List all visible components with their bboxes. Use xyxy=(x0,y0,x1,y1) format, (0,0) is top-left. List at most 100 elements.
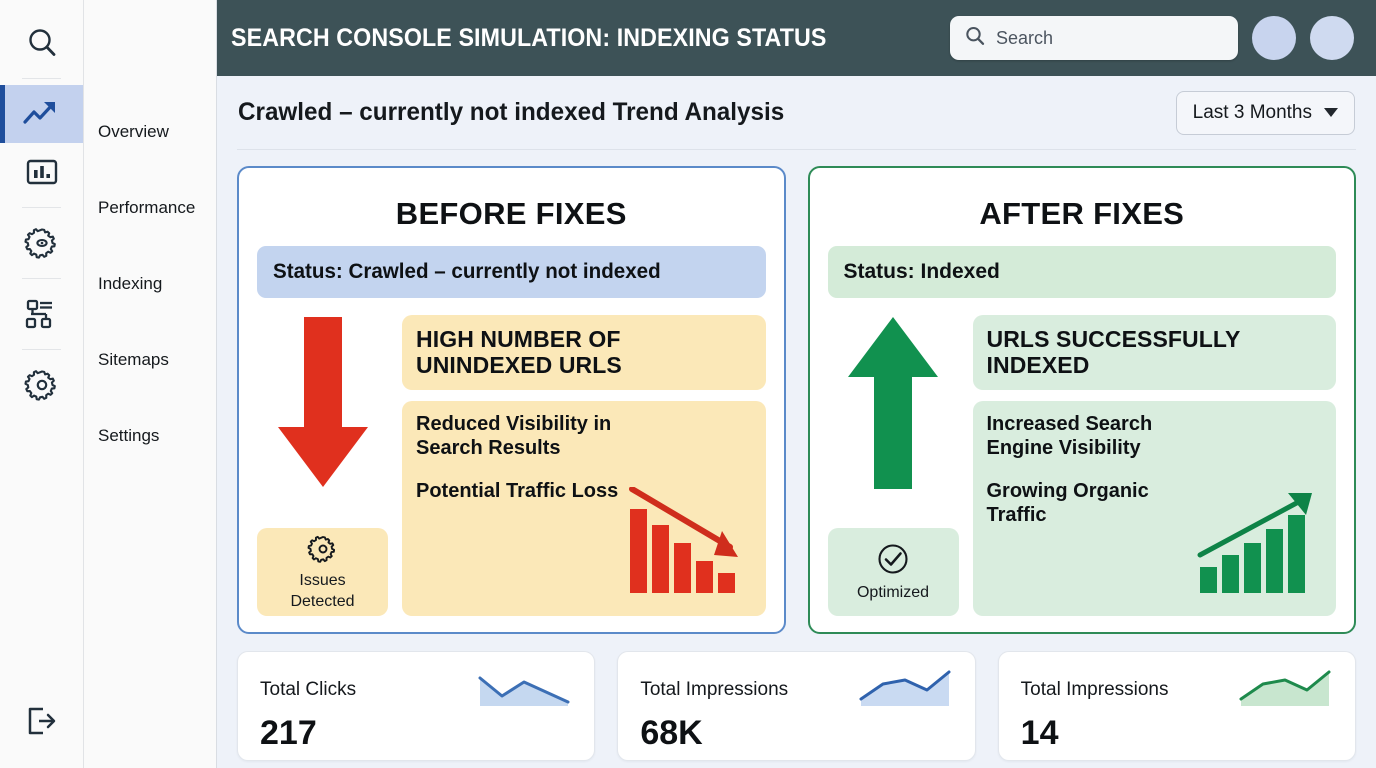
date-range-label: Last 3 Months xyxy=(1192,101,1312,123)
issues-badge-line1: Issues xyxy=(299,571,346,589)
app-header: SEARCH CONSOLE SIMULATION: INDEXING STAT… xyxy=(217,0,1376,76)
before-status-text: Status: Crawled – currently not indexed xyxy=(273,260,661,283)
sidebar-item-overview[interactable]: Overview xyxy=(84,94,216,170)
optimized-badge-line1: Optimized xyxy=(856,584,930,602)
sidebar-item-label: Indexing xyxy=(98,274,163,293)
page-title: Crawled – currently not indexed Trend An… xyxy=(238,98,785,126)
stat-card-total-clicks[interactable]: Total Clicks 217 xyxy=(237,651,596,761)
rail-item-trending[interactable] xyxy=(0,85,83,143)
stat-label: Total Impressions xyxy=(640,678,789,700)
rail-item-indexing[interactable] xyxy=(0,214,83,272)
rail-item-search[interactable] xyxy=(0,14,83,72)
rail-divider xyxy=(22,78,61,79)
before-fixes-panel: BEFORE FIXES Status: Crawled – currently… xyxy=(237,166,786,634)
up-arrow-wrap xyxy=(841,315,945,528)
after-headline-box: URLS SUCCESSFULLY INDEXED xyxy=(972,315,1336,390)
before-status-badge: Status: Crawled – currently not indexed xyxy=(257,246,766,298)
after-status-badge: Status: Indexed xyxy=(827,246,1336,298)
after-point-1: Increased Search Engine Visibility xyxy=(986,412,1153,459)
before-headline-box: HIGH NUMBER OF UNINDEXED URLS xyxy=(402,315,766,390)
rail-item-settings[interactable] xyxy=(0,356,83,414)
before-points-box: Reduced Visibility in Search Results Pot… xyxy=(402,400,766,616)
gear-eye-icon xyxy=(23,225,60,261)
before-panel-title: BEFORE FIXES xyxy=(395,196,627,231)
optimized-badge: Optimized xyxy=(827,528,959,616)
stat-card-top: Total Impressions xyxy=(1021,668,1333,711)
rail-item-sitemaps[interactable] xyxy=(0,285,83,343)
issues-badge-line2: Detected xyxy=(290,592,355,610)
avatar[interactable] xyxy=(1252,16,1296,60)
check-circle-icon xyxy=(875,541,911,582)
after-panel-title: AFTER FIXES xyxy=(979,196,1185,231)
search-icon xyxy=(964,25,986,52)
down-arrow-icon xyxy=(271,315,375,496)
after-arrow-column: Optimized xyxy=(827,315,959,616)
trending-up-icon xyxy=(22,99,62,129)
sidebar-nav: Overview Performance Indexing Sitemaps S… xyxy=(84,0,217,768)
after-point-2: Growing Organic Traffic xyxy=(986,479,1149,526)
sidebar-item-label: Settings xyxy=(98,426,160,445)
before-points: Reduced Visibility in Search Results Pot… xyxy=(416,412,626,605)
page-header: Crawled – currently not indexed Trend An… xyxy=(237,76,1356,150)
stat-card-top: Total Impressions xyxy=(640,668,952,711)
rail-divider xyxy=(22,278,61,279)
content-area: Crawled – currently not indexed Trend An… xyxy=(217,76,1376,768)
before-info-column: HIGH NUMBER OF UNINDEXED URLS Reduced Vi… xyxy=(402,315,766,616)
icon-rail xyxy=(0,0,84,768)
before-panel-body: Issues Detected HIGH NUMBER OF UNINDEXED… xyxy=(257,315,766,616)
stat-label: Total Impressions xyxy=(1020,678,1169,700)
stat-value: 68K xyxy=(640,714,703,752)
after-panel-body: Optimized URLS SUCCESSFULLY INDEXED Incr… xyxy=(827,315,1336,616)
stat-value: 217 xyxy=(260,714,317,752)
search-box[interactable] xyxy=(950,16,1238,60)
rail-divider xyxy=(22,207,61,208)
sidebar-item-label: Sitemaps xyxy=(98,350,169,369)
sidebar-item-sitemaps[interactable]: Sitemaps xyxy=(84,322,216,398)
logout-icon xyxy=(24,705,60,737)
stat-card-total-impressions-1[interactable]: Total Impressions 68K xyxy=(617,651,976,761)
sparkline-rising-green-icon xyxy=(1237,668,1333,711)
after-info-column: URLS SUCCESSFULLY INDEXED Increased Sear… xyxy=(972,315,1336,616)
rail-item-performance[interactable] xyxy=(0,143,83,201)
rising-bar-chart xyxy=(1196,487,1326,605)
date-range-dropdown[interactable]: Last 3 Months xyxy=(1175,90,1355,135)
page-title-header: SEARCH CONSOLE SIMULATION: INDEXING STAT… xyxy=(231,23,827,52)
before-headline: HIGH NUMBER OF UNINDEXED URLS xyxy=(416,326,622,379)
search-input[interactable] xyxy=(996,27,1224,49)
issues-detected-badge: Issues Detected xyxy=(257,528,388,616)
after-status-text: Status: Indexed xyxy=(843,260,1000,283)
stat-label: Total Clicks xyxy=(260,678,357,700)
down-arrow-wrap xyxy=(271,315,375,528)
sparkline-rising-icon xyxy=(857,668,953,711)
before-point-1: Reduced Visibility in Search Results xyxy=(416,412,612,459)
stat-card-top: Total Clicks xyxy=(260,668,572,711)
main-region: SEARCH CONSOLE SIMULATION: INDEXING STAT… xyxy=(217,0,1376,768)
after-headline: URLS SUCCESSFULLY INDEXED xyxy=(986,326,1240,379)
declining-bar-chart xyxy=(626,487,756,605)
chevron-down-icon xyxy=(1324,108,1338,117)
rail-spacer xyxy=(0,414,83,692)
before-arrow-column: Issues Detected xyxy=(257,315,388,616)
sidebar-item-performance[interactable]: Performance xyxy=(84,170,216,246)
sidebar-item-indexing[interactable]: Indexing xyxy=(84,246,216,322)
sparkline-declining-icon xyxy=(476,668,572,711)
stat-cards-row: Total Clicks 217 Total Impressions xyxy=(237,651,1356,761)
before-point-2: Potential Traffic Loss xyxy=(416,479,619,502)
sidebar-item-label: Performance xyxy=(98,198,196,217)
rail-item-logout[interactable] xyxy=(0,692,83,750)
stat-card-total-impressions-2[interactable]: Total Impressions 14 xyxy=(997,651,1356,761)
rail-divider xyxy=(22,349,61,350)
stat-value: 14 xyxy=(1020,714,1059,752)
after-points-box: Increased Search Engine Visibility Growi… xyxy=(972,400,1336,616)
up-arrow-icon xyxy=(841,315,945,496)
bar-chart-icon xyxy=(25,156,59,188)
after-fixes-panel: AFTER FIXES Status: Indexed xyxy=(807,166,1356,634)
gear-icon xyxy=(307,533,339,570)
search-icon xyxy=(25,26,59,60)
sidebar-item-label: Overview xyxy=(98,122,169,141)
after-points: Increased Search Engine Visibility Growi… xyxy=(987,412,1197,605)
sidebar-item-settings[interactable]: Settings xyxy=(84,398,216,474)
gear-icon xyxy=(23,367,60,403)
avatar[interactable] xyxy=(1310,16,1354,60)
